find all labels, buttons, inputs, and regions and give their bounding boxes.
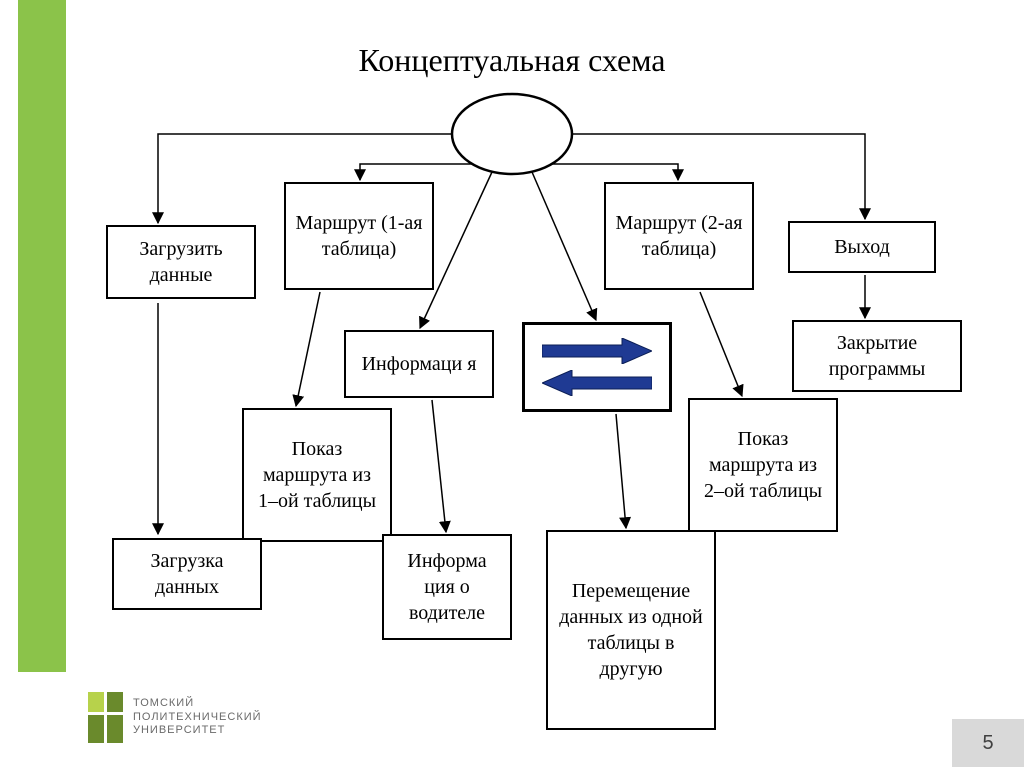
- arrow-right-icon: [542, 338, 652, 364]
- node-label: Информа ция о водителе: [392, 548, 502, 626]
- node-label: Перемещение данных из одной таблицы в др…: [556, 578, 706, 682]
- diagram-canvas: Загрузить данные Маршрут (1-ая таблица) Ма…: [0, 0, 1024, 767]
- node-load_btn: Загрузить данные: [106, 225, 256, 299]
- logo-mark: [88, 692, 123, 743]
- node-info: Информаци я: [344, 330, 494, 398]
- node-label: Загрузить данные: [116, 236, 246, 288]
- node-label: Показ маршрута из 1–ой таблицы: [252, 436, 382, 514]
- logo-text: ТОМСКИЙ ПОЛИТЕХНИЧЕСКИЙ УНИВЕРСИТЕТ: [133, 697, 262, 738]
- node-close_prog: Закрытие программы: [792, 320, 962, 392]
- node-label: Информаци я: [362, 351, 477, 377]
- node-label: Маршрут (1-ая таблица): [294, 210, 424, 262]
- node-arrows_box: [522, 322, 672, 412]
- node-route1: Маршрут (1-ая таблица): [284, 182, 434, 290]
- node-show_route2: Показ маршрута из 2–ой таблицы: [688, 398, 838, 532]
- node-exit: Выход: [788, 221, 936, 273]
- page-number: 5: [952, 719, 1024, 767]
- node-show_route1: Показ маршрута из 1–ой таблицы: [242, 408, 392, 542]
- node-label: Загрузка данных: [122, 548, 252, 600]
- node-label: Выход: [834, 234, 890, 260]
- arrow-left-icon: [542, 370, 652, 396]
- node-label: Показ маршрута из 2–ой таблицы: [698, 426, 828, 504]
- node-load_data: Загрузка данных: [112, 538, 262, 610]
- node-route2: Маршрут (2-ая таблица): [604, 182, 754, 290]
- university-logo: ТОМСКИЙ ПОЛИТЕХНИЧЕСКИЙ УНИВЕРСИТЕТ: [88, 692, 262, 743]
- node-driver_info: Информа ция о водителе: [382, 534, 512, 640]
- node-label: Закрытие программы: [802, 330, 952, 382]
- node-label: Маршрут (2-ая таблица): [614, 210, 744, 262]
- node-move_data: Перемещение данных из одной таблицы в др…: [546, 530, 716, 730]
